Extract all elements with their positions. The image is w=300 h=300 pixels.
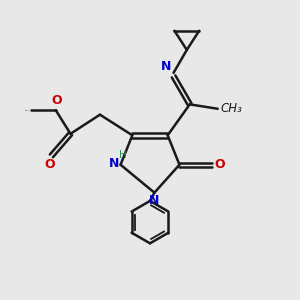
Text: methyl: methyl: [24, 110, 29, 111]
Text: N: N: [109, 157, 119, 170]
Text: N: N: [149, 194, 160, 207]
Text: CH₃: CH₃: [220, 102, 242, 115]
Text: O: O: [45, 158, 55, 171]
Text: O: O: [215, 158, 225, 171]
Text: H: H: [119, 150, 127, 160]
Text: O: O: [51, 94, 62, 107]
Text: N: N: [161, 60, 171, 74]
